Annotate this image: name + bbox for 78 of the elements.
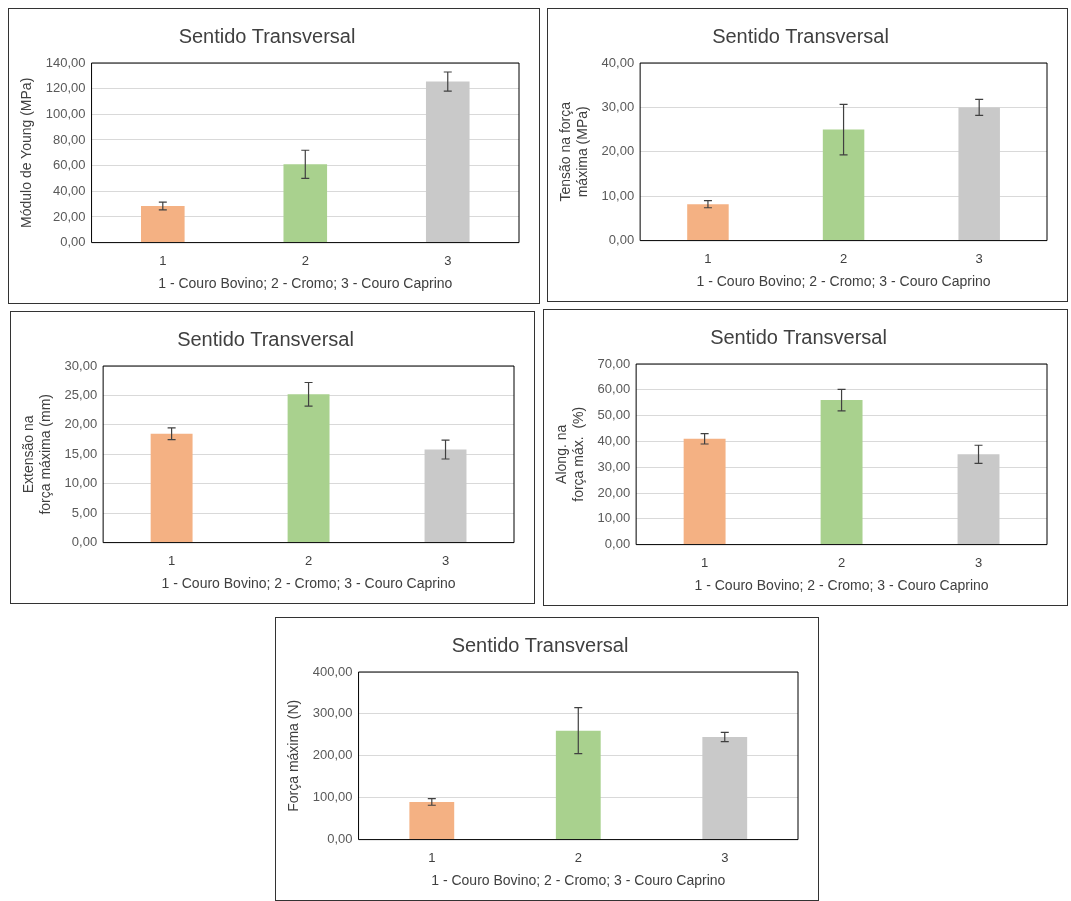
x-tick-label: 2 bbox=[837, 554, 846, 570]
y-tick-label: 400,00 bbox=[312, 663, 353, 679]
y-tick-label: 300,00 bbox=[312, 705, 353, 721]
y-tick-label: 30,00 bbox=[601, 98, 635, 114]
x-tick-label: 1 bbox=[700, 554, 709, 570]
y-tick-label: 60,00 bbox=[53, 157, 86, 173]
chart-title: Sentido Transversal bbox=[451, 633, 629, 656]
x-tick-label: 2 bbox=[839, 250, 848, 266]
y-tick-label: 100,00 bbox=[45, 105, 86, 121]
x-axis-title: 1 - Couro Bovino; 2 - Cromo; 3 - Couro Caprino bbox=[158, 275, 453, 292]
y-tick-label: 20,00 bbox=[601, 143, 635, 159]
y-tick-label: 40,00 bbox=[53, 182, 86, 198]
y-axis-title: Força máxima (N) bbox=[285, 699, 302, 812]
y-tick-label: 5,00 bbox=[71, 504, 98, 520]
bar bbox=[957, 454, 1000, 545]
y-tick-label: 20,00 bbox=[64, 416, 98, 432]
x-axis-title: 1 - Couro Bovino; 2 - Cromo; 3 - Couro Caprino bbox=[431, 872, 726, 889]
y-tick-label: 100,00 bbox=[312, 789, 353, 805]
bar bbox=[425, 81, 470, 243]
y-tick-label: 0,00 bbox=[327, 831, 353, 847]
x-axis-title: 1 - Couro Bovino; 2 - Cromo; 3 - Couro Caprino bbox=[696, 273, 991, 290]
x-tick-label: 3 bbox=[721, 849, 729, 865]
chart-title: Sentido Transversal bbox=[712, 24, 889, 47]
y-tick-label: 10,00 bbox=[601, 187, 635, 203]
chart-title: Sentido Transversal bbox=[177, 327, 354, 350]
y-tick-label: 70,00 bbox=[597, 355, 631, 371]
x-tick-label: 2 bbox=[301, 252, 309, 268]
y-axis-title: Tensão na força máxima (MPa) bbox=[557, 101, 591, 202]
x-tick-label: 3 bbox=[975, 250, 983, 266]
y-tick-label: 200,00 bbox=[312, 747, 353, 763]
x-tick-label: 3 bbox=[444, 252, 452, 268]
chart-title: Sentido Transversal bbox=[710, 325, 887, 348]
x-tick-label: 2 bbox=[304, 552, 313, 568]
bar bbox=[141, 206, 185, 243]
y-tick-label: 40,00 bbox=[601, 54, 635, 70]
y-tick-label: 0,00 bbox=[71, 534, 98, 550]
bar bbox=[287, 394, 330, 543]
bar bbox=[958, 107, 1000, 241]
bar bbox=[150, 433, 193, 543]
bar bbox=[555, 730, 601, 840]
x-tick-label: 1 bbox=[704, 250, 712, 266]
y-tick-label: 50,00 bbox=[597, 407, 631, 423]
y-tick-label: 25,00 bbox=[64, 387, 98, 403]
bar bbox=[283, 164, 328, 243]
y-tick-label: 60,00 bbox=[597, 381, 631, 397]
x-tick-label: 1 bbox=[428, 849, 436, 865]
bar bbox=[409, 801, 455, 840]
bar bbox=[424, 449, 467, 543]
y-axis-title: Extensão na força máxima (mm) bbox=[20, 394, 54, 515]
y-tick-label: 30,00 bbox=[597, 458, 631, 474]
y-tick-label: 120,00 bbox=[45, 80, 86, 96]
bar bbox=[702, 736, 748, 840]
y-tick-label: 0,00 bbox=[604, 536, 631, 552]
x-tick-label: 2 bbox=[574, 849, 582, 865]
y-axis-title: Along. na força máx. (%) bbox=[553, 406, 587, 502]
x-tick-label: 3 bbox=[974, 554, 983, 570]
y-tick-label: 40,00 bbox=[597, 432, 631, 448]
x-axis-title: 1 - Couro Bovino; 2 - Cromo; 3 - Couro Caprino bbox=[161, 575, 456, 592]
bar bbox=[683, 438, 726, 545]
y-tick-label: 30,00 bbox=[64, 357, 98, 373]
bar bbox=[820, 400, 863, 545]
y-tick-label: 140,00 bbox=[45, 54, 86, 70]
y-tick-label: 20,00 bbox=[53, 208, 86, 224]
x-tick-label: 1 bbox=[167, 552, 176, 568]
x-axis-title: 1 - Couro Bovino; 2 - Cromo; 3 - Couro Caprino bbox=[694, 577, 989, 594]
y-tick-label: 10,00 bbox=[597, 510, 631, 526]
y-tick-label: 0,00 bbox=[608, 232, 635, 248]
y-tick-label: 10,00 bbox=[64, 475, 98, 491]
bar bbox=[687, 204, 729, 241]
y-axis-title: Módulo de Young (MPa) bbox=[18, 77, 35, 228]
y-tick-label: 15,00 bbox=[64, 445, 98, 461]
bar bbox=[822, 129, 865, 241]
y-tick-label: 20,00 bbox=[597, 484, 631, 500]
x-tick-label: 3 bbox=[441, 552, 450, 568]
chart-title: Sentido Transversal bbox=[178, 24, 356, 47]
x-tick-label: 1 bbox=[159, 252, 167, 268]
y-tick-label: 0,00 bbox=[60, 234, 86, 250]
y-tick-label: 80,00 bbox=[53, 131, 86, 147]
